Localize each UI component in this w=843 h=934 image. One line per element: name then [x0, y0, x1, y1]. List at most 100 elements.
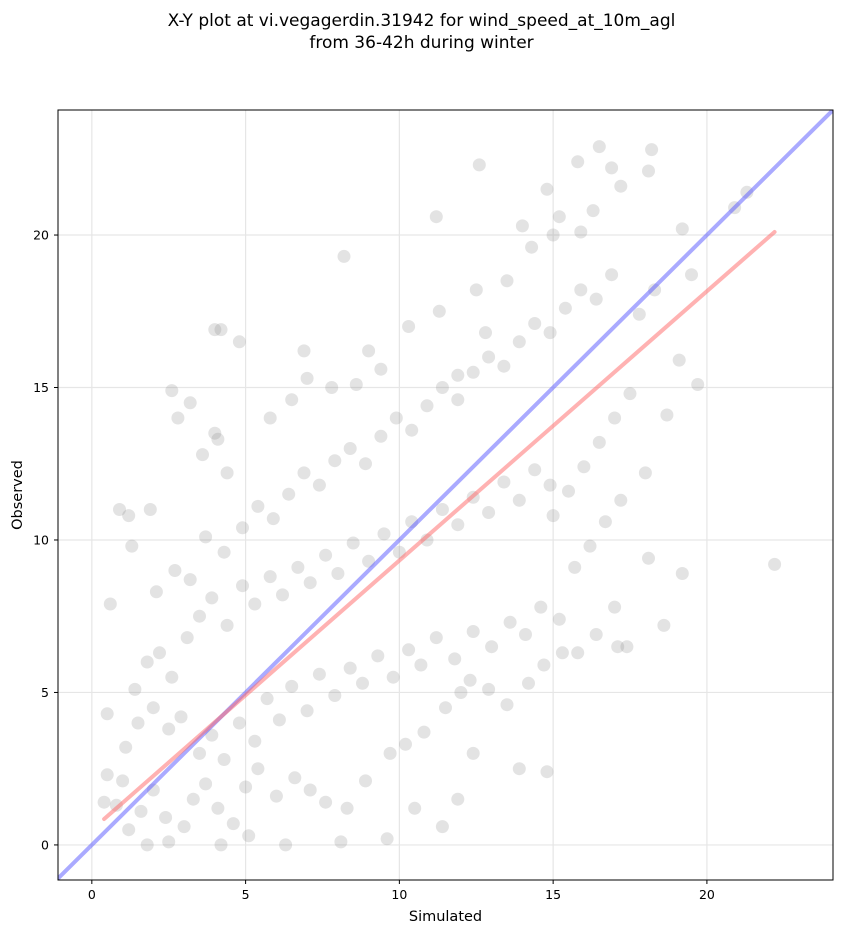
scatter-point	[540, 765, 554, 779]
scatter-point	[632, 307, 646, 321]
scatter-point	[660, 408, 674, 422]
scatter-point	[515, 219, 529, 233]
scatter-point	[159, 811, 173, 824]
scatter-point	[574, 225, 588, 239]
scatter-point	[451, 518, 465, 532]
scatter-point	[503, 615, 517, 629]
scatter-point	[589, 292, 603, 306]
scatter-point	[343, 442, 357, 455]
scatter-point	[269, 789, 283, 803]
scatter-point	[165, 670, 179, 684]
scatter-point	[432, 304, 446, 318]
scatter-point	[435, 820, 449, 834]
scatter-point	[356, 676, 369, 690]
scatter-point	[592, 140, 606, 154]
y-tick-label: 5	[41, 685, 49, 700]
scatter-point	[574, 283, 588, 297]
scatter-point	[97, 795, 111, 809]
scatter-point	[377, 527, 391, 541]
scatter-point	[263, 411, 277, 425]
scatter-point	[592, 435, 606, 449]
scatter-point	[448, 652, 462, 666]
scatter-point	[328, 689, 342, 702]
scatter-point	[386, 670, 400, 684]
scatter-point	[429, 210, 443, 224]
scatter-point	[540, 182, 554, 196]
scatter-point	[303, 576, 317, 590]
scatter-point	[334, 835, 348, 849]
scatter-point	[113, 503, 126, 516]
scatter-point	[171, 411, 185, 425]
scatter-point	[500, 274, 514, 288]
scatter-point	[571, 155, 585, 169]
scatter-point	[414, 658, 428, 672]
scatter-point	[552, 210, 566, 224]
scatter-point	[300, 704, 314, 718]
scatter-point	[675, 567, 689, 580]
scatter-point	[236, 521, 249, 535]
y-tick-label: 10	[33, 532, 49, 547]
scatter-point	[482, 682, 496, 696]
scatter-point	[165, 384, 179, 398]
scatter-point	[199, 530, 213, 544]
scatter-point	[528, 317, 542, 330]
scatter-point	[248, 597, 262, 611]
scatter-point	[435, 503, 449, 516]
scatter-point	[380, 832, 394, 846]
scatter-point	[208, 323, 222, 337]
x-tick-label: 15	[545, 887, 561, 902]
scatter-point	[291, 560, 305, 574]
scatter-point	[420, 399, 434, 413]
chart-title-line-2: from 36-42h during winter	[309, 33, 533, 53]
scatter-point	[546, 509, 560, 523]
x-tick-label: 10	[391, 887, 407, 902]
y-axis-label: Observed	[10, 460, 26, 530]
scatter-point	[374, 429, 388, 443]
scatter-point	[180, 631, 194, 645]
scatter-point	[648, 283, 662, 297]
scatter-point	[303, 783, 317, 797]
scatter-point	[589, 628, 603, 641]
scatter-point	[451, 792, 465, 806]
scatter-point	[740, 185, 754, 199]
scatter-point	[435, 381, 449, 394]
scatter-point	[371, 649, 385, 663]
scatter-point	[276, 588, 289, 602]
scatter-point	[439, 701, 452, 715]
scatter-point	[408, 801, 422, 815]
scatter-point	[285, 679, 299, 693]
x-axis-label: Simulated	[409, 909, 482, 925]
scatter-point	[586, 204, 600, 218]
scatter-point	[214, 323, 228, 337]
scatter-point	[472, 158, 486, 172]
scatter-point	[466, 365, 480, 379]
scatter-point	[552, 612, 566, 626]
scatter-point	[297, 344, 311, 358]
scatter-point	[675, 222, 689, 236]
scatter-point	[638, 466, 652, 480]
x-tick-label: 5	[242, 887, 250, 902]
scatter-point	[583, 539, 597, 553]
scatter-point	[402, 643, 416, 657]
scatter-point	[282, 487, 296, 501]
scatter-point	[183, 396, 197, 410]
scatter-point	[149, 585, 163, 599]
scatter-point	[319, 795, 333, 809]
scatter-point	[497, 359, 511, 373]
scatter-point	[116, 774, 130, 788]
scatter-point	[337, 249, 351, 263]
scatter-point	[131, 716, 145, 730]
scatter-point	[451, 368, 465, 382]
scatter-point	[482, 506, 496, 519]
scatter-point	[266, 512, 280, 526]
scatter-point	[525, 240, 539, 254]
scatter-point	[383, 746, 397, 760]
scatter-point	[568, 560, 582, 574]
scatter-point	[140, 655, 154, 669]
scatter-point	[186, 792, 200, 806]
scatter-point	[512, 335, 526, 349]
x-tick-label: 20	[699, 887, 715, 902]
scatter-point	[497, 475, 511, 489]
scatter-point	[214, 838, 228, 852]
